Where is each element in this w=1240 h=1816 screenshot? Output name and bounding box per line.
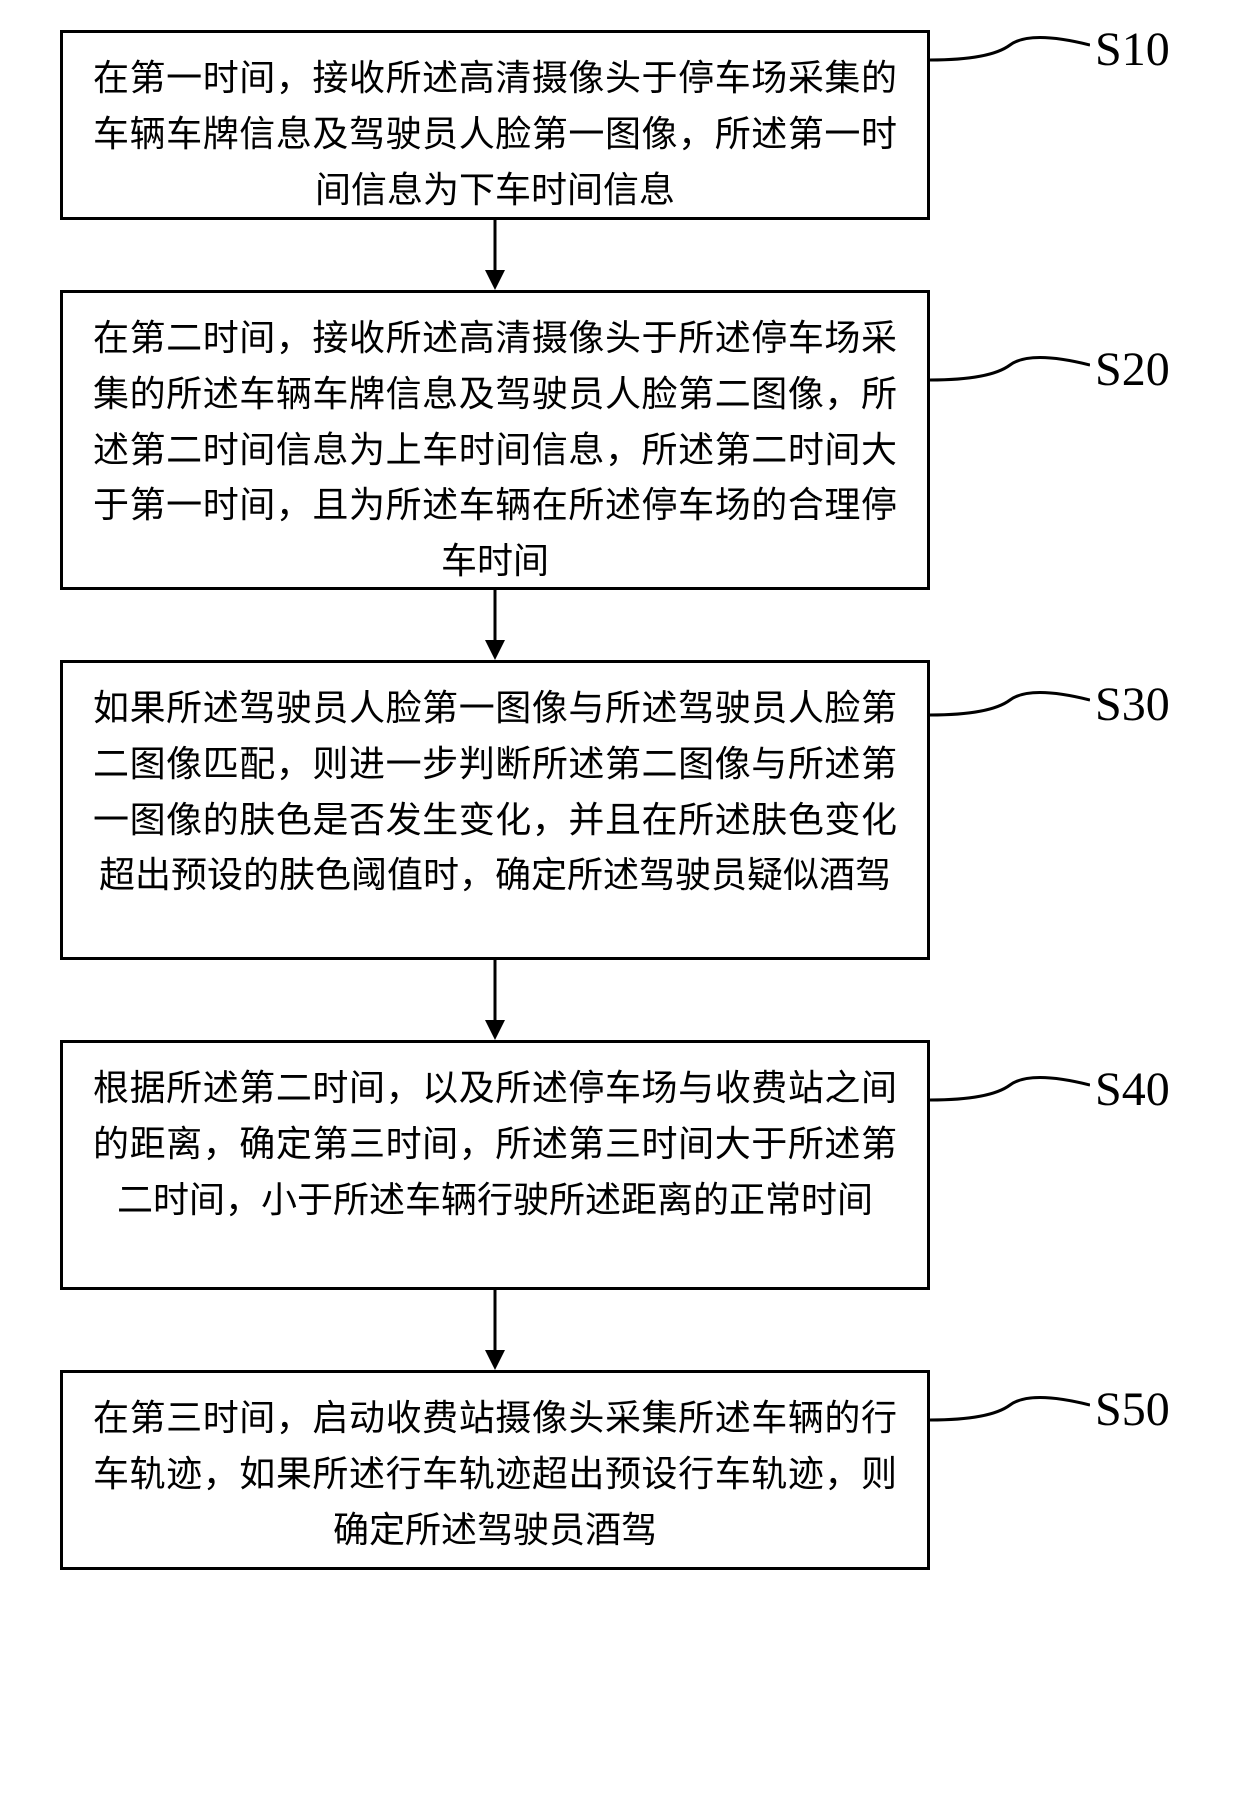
curve-s20 xyxy=(930,350,1090,410)
step-text: 在第二时间，接收所述高清摄像头于所述停车场采集的所述车辆车牌信息及驾驶员人脸第二… xyxy=(93,318,897,581)
step-text: 在第一时间，接收所述高清摄像头于停车场采集的车辆车牌信息及驾驶员人脸第一图像，所… xyxy=(93,58,897,210)
label-text: S40 xyxy=(1095,1063,1170,1116)
step-box-s50: 在第三时间，启动收费站摄像头采集所述车辆的行车轨迹，如果所述行车轨迹超出预设行车… xyxy=(60,1370,930,1570)
curve-s10 xyxy=(930,30,1090,90)
step-label-s30: S30 xyxy=(1095,677,1170,732)
arrow-2 xyxy=(480,590,510,660)
step-label-s50: S50 xyxy=(1095,1382,1170,1437)
label-text: S10 xyxy=(1095,23,1170,76)
step-box-s40: 根据所述第二时间，以及所述停车场与收费站之间的距离，确定第三时间，所述第三时间大… xyxy=(60,1040,930,1290)
step-label-s10: S10 xyxy=(1095,22,1170,77)
arrow-3 xyxy=(480,960,510,1040)
step-text: 在第三时间，启动收费站摄像头采集所述车辆的行车轨迹，如果所述行车轨迹超出预设行车… xyxy=(93,1398,897,1550)
step-box-s20: 在第二时间，接收所述高清摄像头于所述停车场采集的所述车辆车牌信息及驾驶员人脸第二… xyxy=(60,290,930,590)
curve-s50 xyxy=(930,1390,1090,1450)
flowchart-container: 在第一时间，接收所述高清摄像头于停车场采集的车辆车牌信息及驾驶员人脸第一图像，所… xyxy=(0,0,1240,1816)
label-text: S20 xyxy=(1095,343,1170,396)
curve-s30 xyxy=(930,685,1090,745)
step-text: 如果所述驾驶员人脸第一图像与所述驾驶员人脸第二图像匹配，则进一步判断所述第二图像… xyxy=(93,688,897,895)
step-box-s30: 如果所述驾驶员人脸第一图像与所述驾驶员人脸第二图像匹配，则进一步判断所述第二图像… xyxy=(60,660,930,960)
label-text: S50 xyxy=(1095,1383,1170,1436)
arrow-1 xyxy=(480,220,510,290)
arrow-4 xyxy=(480,1290,510,1370)
step-label-s40: S40 xyxy=(1095,1062,1170,1117)
curve-s40 xyxy=(930,1070,1090,1130)
step-text: 根据所述第二时间，以及所述停车场与收费站之间的距离，确定第三时间，所述第三时间大… xyxy=(93,1068,897,1220)
label-text: S30 xyxy=(1095,678,1170,731)
step-label-s20: S20 xyxy=(1095,342,1170,397)
step-box-s10: 在第一时间，接收所述高清摄像头于停车场采集的车辆车牌信息及驾驶员人脸第一图像，所… xyxy=(60,30,930,220)
